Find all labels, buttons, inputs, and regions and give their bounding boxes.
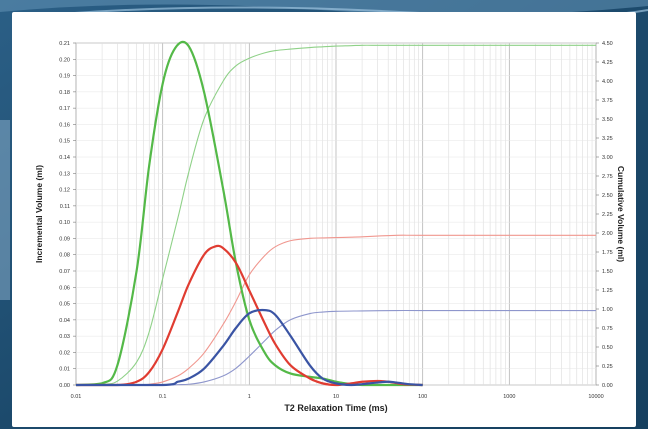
y-right-tick-label: 3.75: [602, 98, 613, 104]
y-right-tick-label: 2.50: [602, 193, 613, 199]
cumulative-series-line: [76, 309, 596, 386]
y-left-tick-label: 0.20: [59, 57, 70, 63]
x-axis-label: T2 Relaxation Time (ms): [284, 403, 387, 413]
y-right-tick-label: 4.50: [602, 41, 613, 47]
y-right-tick-label: 0.25: [602, 364, 613, 370]
y-left-tick-label: 0.10: [59, 220, 70, 226]
y-right-tick-label: 2.00: [602, 231, 613, 237]
y-left-tick-label: 0.07: [59, 269, 70, 275]
x-tick-label: 1: [248, 394, 251, 400]
y-left-tick-label: 0.14: [59, 155, 70, 161]
y-right-tick-label: 4.25: [602, 60, 613, 66]
y-left-tick-label: 0.12: [59, 188, 70, 194]
incremental-series-line: [76, 244, 423, 387]
y-left-tick-label: 0.06: [59, 285, 70, 291]
y-right-tick-label: 2.75: [602, 174, 613, 180]
grid: [75, 42, 597, 386]
y-right-tick-label: 0.50: [602, 345, 613, 351]
cumulative-series-line: [75, 44, 596, 386]
y-right-tick-label: 2.25: [602, 212, 613, 218]
incremental-series-line: [76, 308, 423, 387]
y-left-tick-label: 0.15: [59, 139, 70, 145]
y-left-tick-label: 0.03: [59, 334, 70, 340]
y-left-tick-label: 0.09: [59, 236, 70, 242]
y-left-axis-label: Incremental Volume (ml): [34, 165, 44, 263]
y-right-tick-label: 3.25: [602, 136, 613, 142]
y-right-tick-label: 3.00: [602, 155, 613, 161]
x-tick-label: 0.01: [71, 394, 82, 400]
y-right-tick-label: 4.00: [602, 79, 613, 85]
y-right-tick-label: 0.00: [602, 383, 613, 389]
y-left-tick-label: 0.02: [59, 350, 70, 356]
y-right-tick-label: 1.50: [602, 269, 613, 275]
y-left-tick-label: 0.00: [59, 383, 70, 389]
x-tick-label: 10000: [588, 394, 603, 400]
y-left-tick-label: 0.08: [59, 253, 70, 259]
y-right-tick-label: 1.25: [602, 288, 613, 294]
y-right-tick-label: 1.00: [602, 307, 613, 313]
y-left-tick-label: 0.16: [59, 122, 70, 128]
chart-svg: 0.01 0.1 1 10 100 1000 10000 0.000.010.020.030…: [34, 40, 626, 413]
cumulative-series-line: [76, 234, 596, 386]
y-left-tick-label: 0.13: [59, 171, 70, 177]
y-right-axis-ticks: 0.00 0.25 0.50 0.75 1.00 1.25 1.50 1.75 2.00 2.25…: [596, 41, 613, 389]
y-left-tick-label: 0.17: [59, 106, 70, 112]
y-right-axis-label: Cumulative Volume (ml): [616, 166, 626, 262]
y-left-tick-label: 0.18: [59, 90, 70, 96]
y-left-tick-label: 0.01: [59, 367, 70, 373]
series-group: [75, 40, 596, 387]
y-left-tick-label: 0.19: [59, 74, 70, 80]
y-left-tick-label: 0.11: [60, 204, 70, 210]
y-left-axis-ticks: 0.00 0.01 0.02 0.03 0.04 0.05 0.06 0.07 0.08 0.09…: [59, 41, 76, 389]
x-tick-label: 100: [418, 394, 427, 400]
y-right-tick-label: 0.75: [602, 326, 613, 332]
x-tick-label: 10: [333, 394, 339, 400]
x-tick-label: 1000: [503, 394, 515, 400]
y-right-tick-label: 1.75: [602, 250, 613, 256]
y-right-tick-label: 3.50: [602, 117, 613, 123]
x-tick-label: 0.1: [159, 394, 167, 400]
y-left-tick-label: 0.04: [59, 318, 70, 324]
y-left-tick-label: 0.21: [59, 41, 70, 47]
chart-panel: 0.01 0.1 1 10 100 1000 10000 0.00 0.01 0.02 0.03 0…: [12, 12, 636, 427]
x-axis-ticks: 0.01 0.1 1 10 100 1000 10000: [71, 394, 604, 400]
y-left-tick-label: 0.05: [59, 302, 70, 308]
